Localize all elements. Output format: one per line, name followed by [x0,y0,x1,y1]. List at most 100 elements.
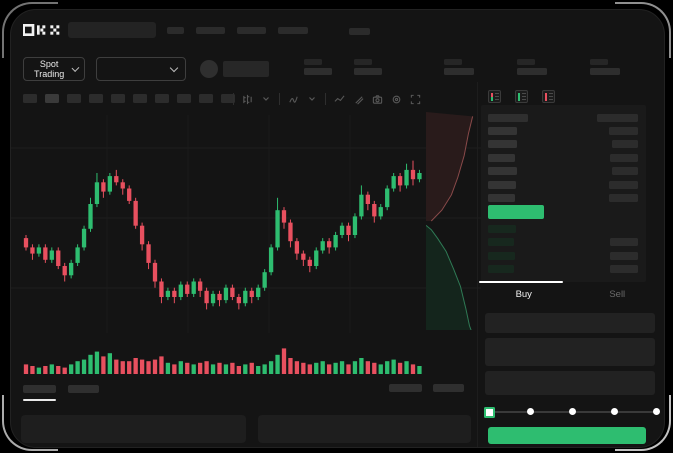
bottom-tab-orders[interactable] [23,385,56,393]
indicators-icon[interactable] [287,93,299,105]
fullscreen-icon[interactable] [409,93,421,105]
ask-row[interactable] [488,140,638,149]
timeframe-button[interactable] [45,94,59,103]
camera-icon[interactable] [371,93,383,105]
market-stats-right [444,59,620,75]
chart-toolbar-icons [233,91,421,107]
nav-item-skeleton[interactable] [278,27,308,34]
nav-item-skeleton[interactable] [237,27,266,34]
search-input[interactable] [68,22,156,38]
bottom-tab-history[interactable] [68,385,99,393]
amount-bar [610,238,638,247]
icon-line [521,99,526,101]
timeframe-button[interactable] [89,94,103,103]
price-bar [488,167,517,176]
settings-icon[interactable] [390,93,402,105]
ask-row[interactable] [488,153,638,162]
order-field-3[interactable] [485,371,655,395]
bid-row[interactable] [488,238,638,247]
orderbook-header[interactable] [488,114,638,122]
bottom-link-2[interactable] [433,384,464,392]
amount-bar [610,251,638,260]
price-bar [488,265,514,274]
bid-row[interactable] [488,225,638,233]
icon-line [521,93,526,95]
amount-bar [610,265,638,274]
tab-buy[interactable]: Buy [477,281,571,307]
toolbar-divider [233,93,234,105]
okx-logo[interactable] [22,23,63,42]
bid-row[interactable] [488,265,638,274]
amount-bar [612,140,638,149]
top-nav-right-item[interactable] [349,28,370,35]
icon-bar [517,92,520,101]
stat-label-skeleton [354,59,372,65]
amount-bar [609,127,638,135]
market-stat [354,59,382,75]
chevron-down-icon[interactable] [260,93,272,105]
toolbar-divider [279,93,280,105]
icon-line [548,96,553,98]
market-stat [517,59,547,75]
book-both-icon[interactable] [488,90,501,103]
line-icon[interactable] [333,93,345,105]
timeframe-row [23,94,235,103]
timeframe-button[interactable] [199,94,213,103]
order-field-1[interactable] [485,313,655,333]
stat-value-skeleton [444,68,474,75]
last-price-skeleton [223,61,269,77]
pair-dropdown[interactable] [96,57,186,81]
stat-label-skeleton [517,59,535,65]
draw-icon[interactable] [352,93,364,105]
slider-handle[interactable] [483,407,495,418]
nav-item-skeleton[interactable] [196,27,225,34]
tab-sell[interactable]: Sell [571,281,665,307]
candles-icon[interactable] [241,93,253,105]
bottom-link-1[interactable] [389,384,422,392]
timeframe-button[interactable] [177,94,191,103]
trade-side-panel [477,82,664,447]
market-stat [304,59,332,75]
toolbar-divider [325,93,326,105]
slider-stop[interactable] [569,408,576,415]
bid-row[interactable] [488,251,638,260]
timeframe-button[interactable] [133,94,147,103]
last-price-bar[interactable] [488,205,544,219]
trade-tabs: Buy Sell [477,281,664,307]
amount-bar [610,153,638,162]
top-nav [167,27,308,34]
chevron-down-icon [169,63,179,72]
timeframe-button[interactable] [111,94,125,103]
timeframe-button[interactable] [67,94,81,103]
price-bar [488,180,516,189]
slider-stop[interactable] [527,408,535,415]
slider-stop[interactable] [610,408,618,415]
stat-label-skeleton [590,59,608,65]
stat-value-skeleton [354,68,382,75]
slider-stop[interactable] [652,408,660,415]
book-asks-icon[interactable] [542,90,555,103]
ask-row[interactable] [488,194,638,202]
book-bids-icon[interactable] [515,90,528,103]
ask-row[interactable] [488,127,638,135]
timeframe-button[interactable] [221,94,235,103]
app-screen: Spot Trading Buy Sell [10,9,665,448]
ask-row[interactable] [488,167,638,176]
timeframe-button[interactable] [155,94,169,103]
buy-submit-button[interactable] [488,427,646,444]
price-bar [488,225,516,233]
chevron-down-icon[interactable] [306,93,318,105]
price-bar [488,251,515,260]
candlestick-chart[interactable] [11,105,481,340]
timeframe-button[interactable] [23,94,37,103]
amount-bar [609,194,638,202]
ask-row[interactable] [488,180,638,189]
order-field-2[interactable] [485,338,655,366]
depth-chart [426,112,474,330]
market-type-dropdown[interactable]: Spot Trading [23,57,85,81]
nav-item-skeleton[interactable] [167,27,184,34]
market-stats-left [304,59,382,75]
volume-chart [23,348,422,374]
price-bar [488,238,514,247]
